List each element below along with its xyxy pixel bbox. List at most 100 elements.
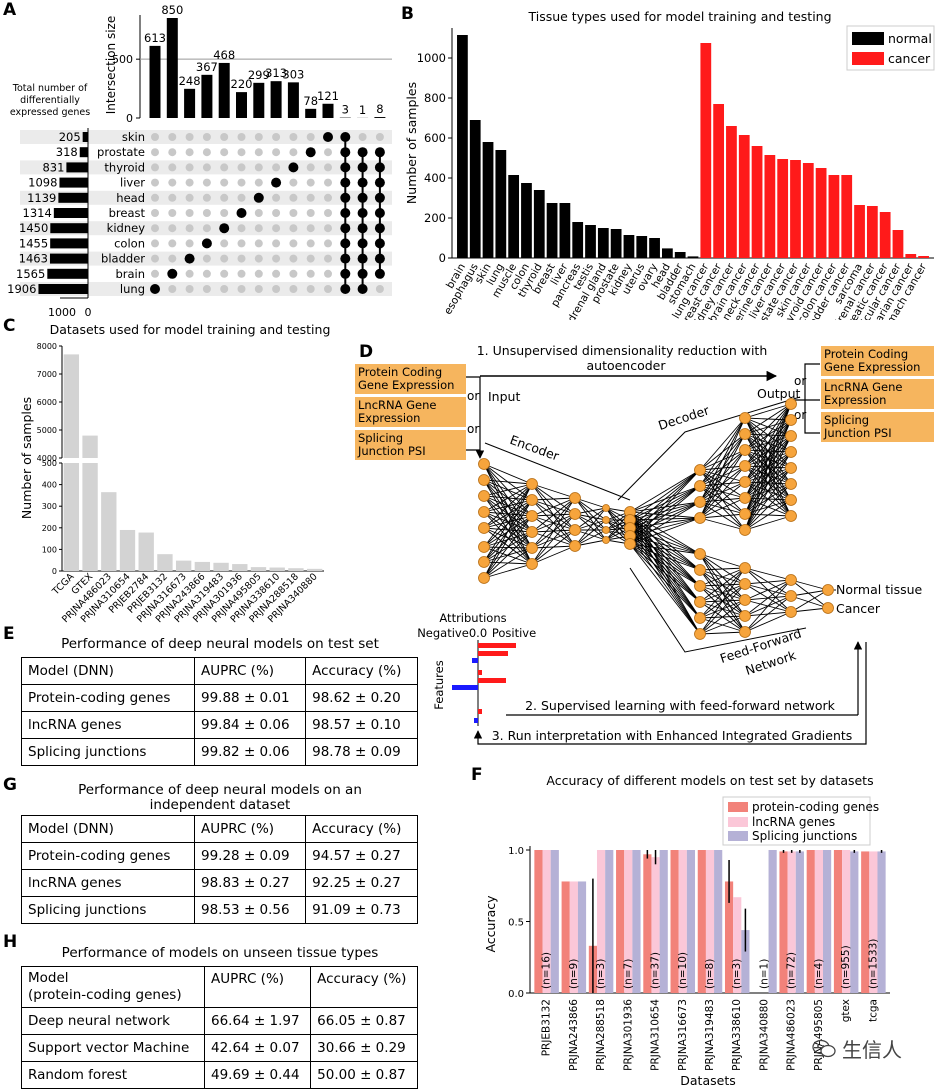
tissue-bar (854, 205, 865, 258)
tissue-bar (764, 155, 776, 258)
inactive-dot (272, 254, 281, 263)
accuracy-bar (534, 850, 543, 993)
neuron-node (569, 540, 581, 552)
accuracy-bar (842, 850, 851, 993)
network-edge (483, 483, 533, 497)
neuron-node (526, 542, 538, 554)
table-row: Model (DNN) AUPRC (%) Accuracy (%) (21, 657, 418, 685)
table-cell: 99.28 ± 0.09 (193, 842, 307, 870)
network-edge (699, 615, 746, 635)
inactive-dot (185, 224, 194, 233)
network-edge (744, 567, 792, 581)
active-dot (357, 268, 368, 279)
legend-swatch-cancer (852, 52, 884, 65)
active-dot (374, 192, 385, 203)
inactive-dot (306, 193, 315, 202)
neuron-node (602, 504, 610, 512)
network-edge (531, 497, 576, 565)
network-edge (483, 547, 533, 579)
dataset-bar-lower (63, 463, 80, 571)
neuron-node (526, 478, 538, 490)
dataset-bar-upper (82, 435, 98, 458)
inactive-dot (272, 209, 281, 217)
decoder-label: Decoder (656, 402, 711, 433)
input-bracket (466, 376, 481, 451)
network-edge (699, 567, 746, 571)
neuron-node (739, 412, 751, 424)
inactive-dot (272, 148, 281, 157)
network-edge (699, 449, 746, 519)
tissue-label: brain (115, 267, 145, 281)
legend-label-normal: normal (888, 31, 932, 46)
tissue-label: lung (120, 282, 145, 296)
inactive-dot (237, 193, 246, 202)
neuron-node (478, 541, 490, 553)
intersection-bar (322, 103, 334, 118)
inactive-dot (220, 239, 229, 248)
intersection-value: 850 (161, 3, 183, 17)
output-box-line: Splicing (824, 413, 870, 427)
inactive-dot (254, 133, 263, 141)
intersection-bar (253, 82, 265, 118)
network-edge (744, 403, 792, 515)
neuron-node (478, 458, 490, 470)
dataset-tick-label: PRJNA486023 (786, 999, 798, 1071)
active-dot (374, 223, 385, 234)
table-cell: 98.62 ± 0.20 (305, 684, 418, 712)
intersection-bar (270, 81, 282, 118)
table-cell: 99.84 ± 0.06 (193, 711, 307, 739)
network-edge (790, 595, 829, 609)
active-dot (374, 238, 385, 249)
total-bar (38, 284, 88, 294)
inactive-dot (185, 133, 194, 141)
network-edge (483, 463, 533, 485)
inactive-dot (237, 133, 246, 141)
neuron-node (478, 556, 490, 568)
network-edge (483, 563, 533, 579)
inactive-dot (237, 224, 246, 233)
output-box-splicing: Splicing Junction PSI (821, 412, 934, 442)
accuracy-bar (869, 851, 878, 993)
legend-label-cancer: cancer (888, 51, 931, 66)
inactive-dot (220, 254, 229, 263)
inactive-dot (202, 178, 211, 187)
y-tick-label: 400 (42, 481, 57, 490)
network-edge (531, 497, 576, 549)
network-edge (699, 567, 746, 603)
y-tick-label: 0.0 (508, 989, 524, 1000)
intersection-value: 121 (317, 89, 339, 103)
inactive-dot (324, 163, 332, 172)
intersection-value: 248 (179, 74, 201, 88)
legend-label-pcg: protein-coding genes (752, 800, 879, 814)
attribution-bar (478, 709, 482, 714)
dataset-bar (213, 562, 229, 571)
network-edge (744, 403, 792, 483)
table-cell: 98.53 ± 0.56 (193, 896, 307, 924)
total-bar (49, 253, 88, 264)
attribution-bar (478, 651, 508, 656)
tissue-bar (905, 254, 917, 258)
inactive-dot (289, 193, 298, 202)
inactive-dot (237, 254, 246, 263)
accuracy-bar (787, 851, 796, 993)
neuron-node (785, 574, 797, 586)
network-edge (699, 517, 746, 531)
inactive-dot (272, 133, 281, 141)
inactive-dot (306, 239, 315, 248)
table-cell: Protein-coding genes (21, 842, 195, 870)
accuracy-bar (741, 930, 750, 993)
neuron-node (624, 538, 636, 550)
neuron-node (478, 474, 490, 486)
total-value: 1455 (19, 236, 48, 250)
active-dot (305, 147, 316, 158)
network-edge (531, 497, 576, 501)
n-label: (n=1) (758, 959, 770, 989)
table-cell: lncRNA genes (21, 869, 195, 897)
neuron-node (602, 536, 610, 544)
tissue-bar (700, 43, 712, 258)
active-dot (374, 208, 385, 218)
table-row: Splicing junctions 99.82 ± 0.06 98.78 ± 0.… (21, 738, 418, 766)
total-value: 1314 (23, 206, 52, 220)
neuron-node (739, 492, 751, 504)
attribution-bar (452, 685, 478, 690)
